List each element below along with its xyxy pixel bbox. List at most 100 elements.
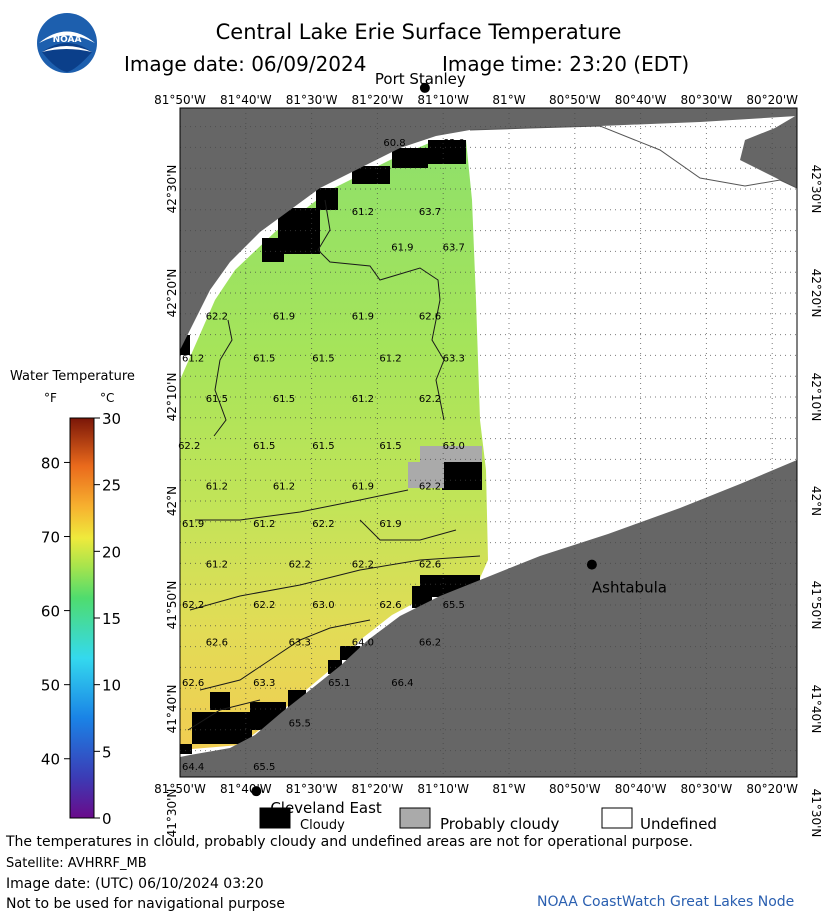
legend-label: Cloudy [300, 818, 345, 833]
lat-label-left: 42°20'N [165, 269, 179, 318]
lon-label-bottom: 80°50'W [549, 782, 601, 796]
place-label: Cleveland East [270, 799, 382, 817]
lon-label-bottom: 81°20'W [352, 782, 404, 796]
temperature-label: 61.9 [352, 312, 374, 323]
fahrenheit-tick: 60 [41, 603, 60, 621]
noaa-logo: NOAA [37, 13, 97, 73]
fahrenheit-tick: 80 [41, 454, 60, 472]
lat-label-left: 41°30'N [165, 789, 179, 838]
lon-label-top: 81°50'W [154, 93, 206, 107]
celsius-tick: 25 [102, 477, 121, 495]
temperature-label: 62.2 [206, 312, 228, 323]
temperature-label: 60.8 [383, 138, 405, 149]
temperature-label: 61.2 [182, 353, 204, 364]
lon-label-top: 80°30'W [681, 93, 733, 107]
temperature-label: 62.2 [178, 441, 200, 452]
temperature-label: 65.5 [253, 762, 275, 773]
lat-label-right: 42°30'N [809, 165, 823, 214]
lon-label-bottom: 80°20'W [746, 782, 798, 796]
temperature-label: 61.5 [312, 441, 334, 452]
lat-label-left: 42°10'N [165, 373, 179, 422]
temperature-label: 61.5 [273, 394, 295, 405]
temperature-label: 66.2 [419, 637, 441, 648]
temperature-label: 62.2 [182, 600, 204, 611]
colorbar-unit-f: °F [44, 391, 57, 405]
temperature-label: 62.6 [182, 678, 204, 689]
temperature-label: 61.5 [253, 441, 275, 452]
temperature-label: 64.4 [182, 762, 204, 773]
temperature-label: 62.2 [289, 242, 311, 253]
temperature-label: 61.2 [379, 353, 401, 364]
lon-label-top: 81°40'W [220, 93, 272, 107]
temperature-label: 63.0 [312, 600, 334, 611]
lon-label-bottom: 81°30'W [286, 782, 338, 796]
temperature-label: 62.6 [419, 312, 441, 323]
lon-label-bottom: 81°50'W [154, 782, 206, 796]
image-date: Image date: 06/09/2024 [124, 52, 367, 76]
isotherm-contours [187, 199, 481, 731]
lat-label-left: 41°40'N [165, 685, 179, 734]
temperature-label: 66.4 [391, 678, 413, 689]
celsius-tick: 5 [102, 743, 112, 761]
fahrenheit-tick: 70 [41, 529, 60, 547]
temperature-label: 63.3 [253, 678, 275, 689]
temperature-label: 63.0 [443, 138, 465, 149]
legend-swatch [601, 807, 633, 829]
place-marker [419, 82, 430, 93]
place-marker [251, 786, 262, 797]
temperature-label: 61.9 [379, 519, 401, 530]
temperature-label: 61.2 [352, 207, 374, 218]
lat-label-left: 41°50'N [165, 581, 179, 630]
temperature-label: 65.1 [328, 678, 350, 689]
temperature-label: 62.6 [419, 559, 441, 570]
colorbar-title: Water Temperature [10, 369, 135, 384]
temperature-label: 61.5 [379, 441, 401, 452]
lon-label-top: 81°30'W [286, 93, 338, 107]
temperature-label: 61.9 [182, 519, 204, 530]
celsius-tick: 0 [102, 810, 112, 828]
temperature-label: 62.2 [289, 559, 311, 570]
temperature-label: 62.2 [312, 519, 334, 530]
place-label: Port Stanley [375, 70, 466, 88]
temperature-label: 61.5 [206, 394, 228, 405]
lat-label-right: 42°N [809, 486, 823, 516]
temperature-label: 61.9 [273, 312, 295, 323]
lon-label-top: 81°20'W [352, 93, 404, 107]
image-time: Image time: 23:20 (EDT) [442, 52, 690, 76]
temperature-label: 63.7 [443, 242, 465, 253]
temperature-label: 65.5 [443, 600, 465, 611]
probably-cloudy-mask [408, 446, 482, 488]
lat-label-left: 42°30'N [165, 165, 179, 214]
temperature-label: 62.2 [419, 394, 441, 405]
lon-label-top: 80°40'W [615, 93, 667, 107]
place-label: Ashtabula [592, 579, 667, 597]
lon-label-bottom: 81°40'W [220, 782, 272, 796]
lon-label-top: 81°10'W [417, 93, 469, 107]
temperature-label: 61.2 [273, 481, 295, 492]
temperature-label: 62.2 [253, 600, 275, 611]
celsius-tick: 20 [102, 543, 121, 561]
temperature-label: 62.2 [419, 481, 441, 492]
temperature-label: 63.7 [206, 719, 228, 730]
map-title: Central Lake Erie Surface Temperature [215, 20, 622, 44]
noaa-logo-text: NOAA [53, 35, 82, 45]
fahrenheit-tick: 50 [41, 677, 60, 695]
lon-label-bottom: 81°W [492, 782, 525, 796]
colorbar-fahrenheit-ticks: 40 50 60 70 80 [41, 454, 70, 769]
utc-date-text: Image date: (UTC) 06/10/2024 03:20 [6, 876, 264, 892]
legend-label: Undefined [640, 815, 717, 833]
temperature-label: 64.0 [352, 637, 374, 648]
temperature-label: 62.6 [206, 637, 228, 648]
lon-label-top: 80°20'W [746, 93, 798, 107]
disclaimer-text: The temperatures in clould, probably clo… [6, 834, 693, 850]
credit-text: NOAA CoastWatch Great Lakes Node [537, 894, 795, 910]
lon-label-bottom: 81°10'W [417, 782, 469, 796]
temperature-labels: 60.8 63.0 61.2 63.7 62.2 61.9 63.7 62.2 61.9 61.9… [178, 138, 465, 773]
land-area [180, 108, 797, 777]
temperature-label: 63.3 [289, 637, 311, 648]
lat-label-right: 41°50'N [809, 581, 823, 630]
legend-label: Probably cloudy [440, 815, 559, 833]
celsius-tick: 30 [102, 410, 121, 428]
temperature-label: 61.5 [312, 353, 334, 364]
